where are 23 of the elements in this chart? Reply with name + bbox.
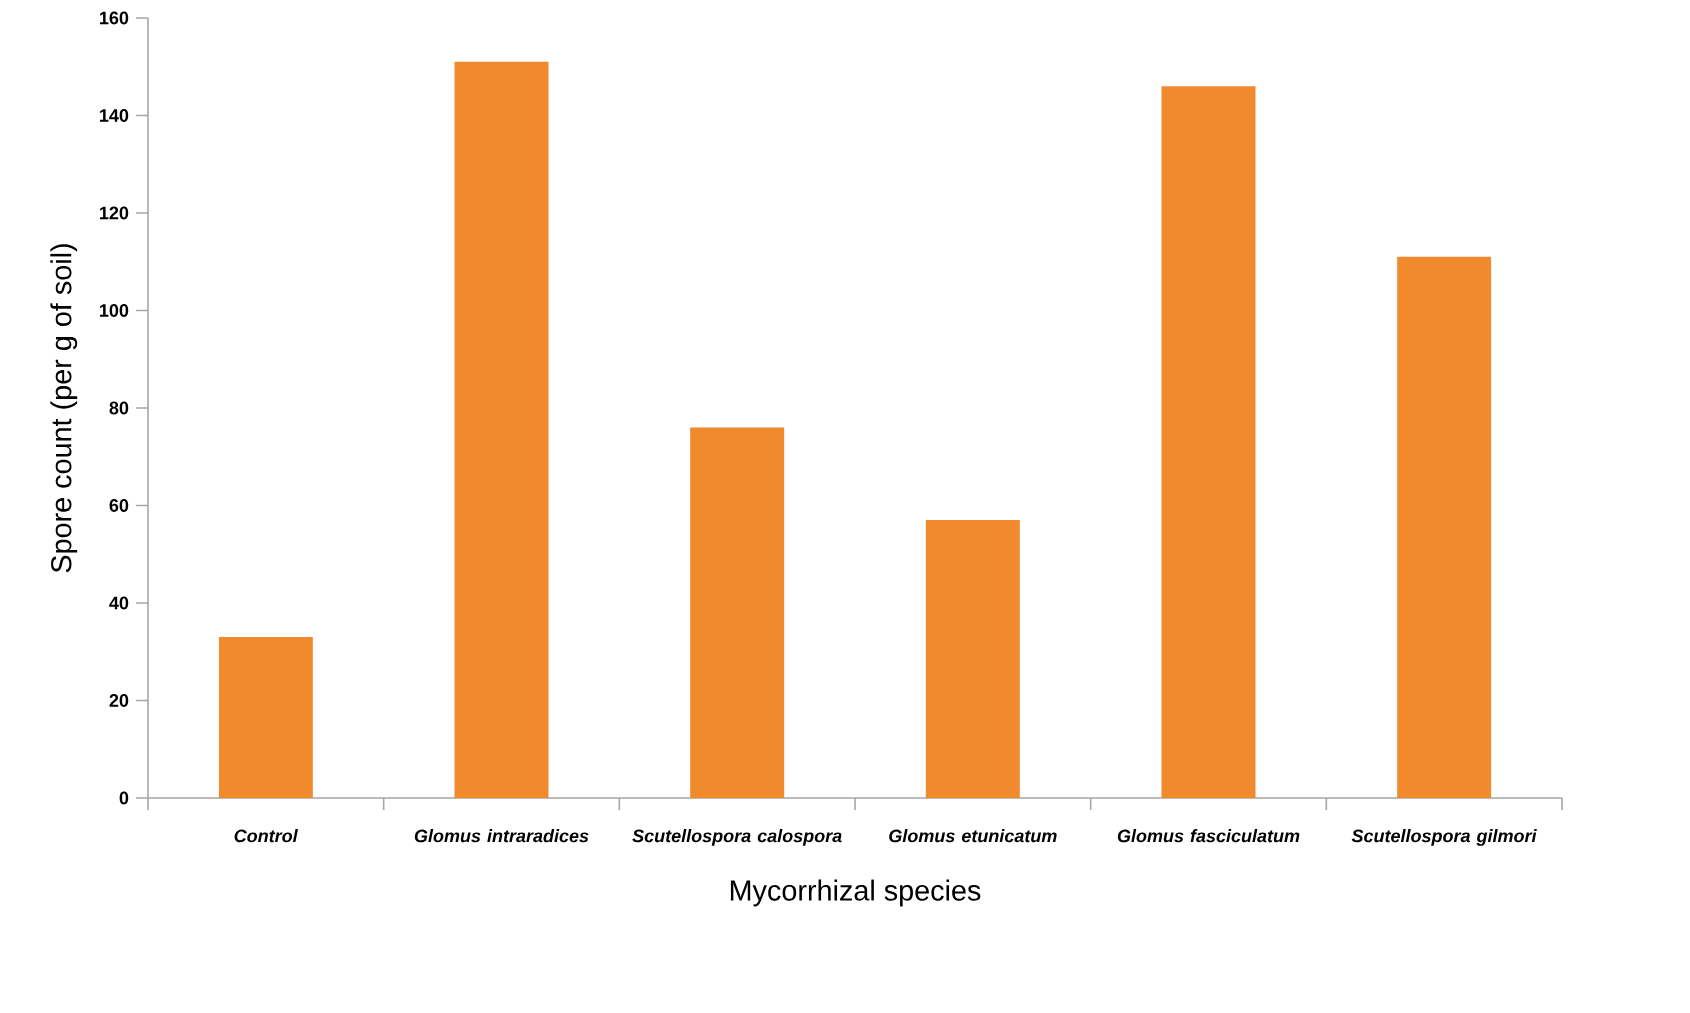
bar — [1397, 256, 1492, 798]
bar — [218, 637, 313, 798]
y-tick-label: 40 — [109, 596, 129, 610]
y-tick-label: 0 — [119, 791, 129, 805]
x-axis-title: Mycorrhizal species — [730, 879, 981, 907]
y-tick-label: 140 — [100, 109, 129, 122]
x-tick-label: Glomus etunicatum — [889, 829, 1057, 843]
bar — [925, 520, 1020, 798]
y-tick-label: 80 — [109, 401, 129, 415]
y-tick-label: 160 — [100, 11, 129, 25]
x-tick-label: Glomus fasciculatum — [1117, 829, 1300, 843]
bar — [1161, 86, 1256, 798]
y-axis-title: Spore count (per g of soil) — [50, 244, 78, 573]
y-tick-label: 60 — [109, 499, 129, 512]
bar — [454, 61, 549, 798]
x-tick-label: Glomus intraradices — [414, 829, 589, 843]
y-tick-label: 120 — [100, 206, 129, 220]
x-tick-label: Control — [234, 829, 298, 843]
y-tick-label: 100 — [100, 304, 129, 317]
x-tick-label: Scutellospora gilmori — [1351, 829, 1537, 846]
x-tick-label: Scutellospora calospora — [632, 829, 842, 846]
y-tick-label: 20 — [109, 694, 129, 707]
bar — [690, 427, 785, 798]
